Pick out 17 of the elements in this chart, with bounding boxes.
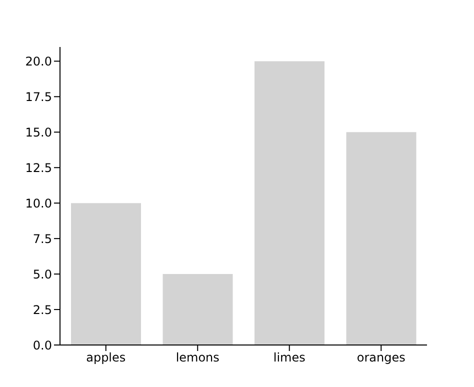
y-tick-label: 20.0 — [25, 54, 52, 68]
y-tick-label: 7.5 — [32, 232, 52, 246]
y-tick-label: 5.0 — [32, 267, 52, 282]
y-tick-label: 17.5 — [25, 90, 52, 104]
bar — [346, 132, 416, 345]
y-tick-label: 15.0 — [25, 125, 52, 140]
x-tick-label: apples — [86, 350, 126, 365]
bar — [71, 203, 142, 345]
y-tick-label: 10.0 — [25, 196, 52, 210]
bar — [162, 274, 233, 345]
y-tick-label: 2.5 — [32, 302, 52, 317]
x-tick-label: lemons — [176, 350, 220, 365]
y-tick-label: 0.0 — [32, 338, 52, 352]
bar — [254, 61, 325, 345]
x-tick-label: limes — [273, 350, 306, 365]
y-tick-label: 12.5 — [25, 160, 52, 175]
x-tick-label: oranges — [356, 350, 406, 365]
